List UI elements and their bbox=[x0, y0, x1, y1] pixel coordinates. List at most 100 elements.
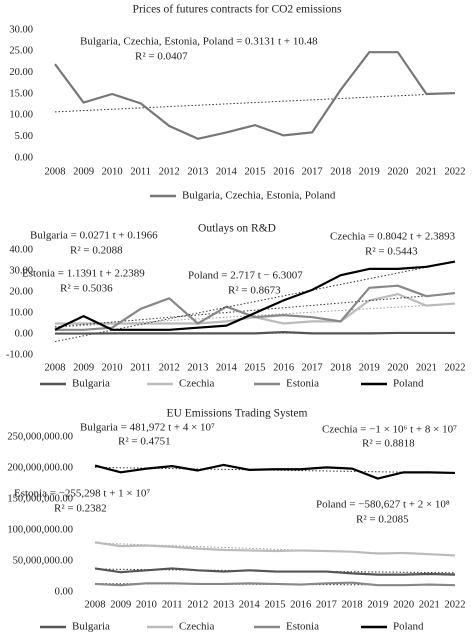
legend-label: Czechia bbox=[179, 378, 215, 390]
annotation: Czechia = 0.8042 t + 2.3893 bbox=[330, 231, 456, 243]
annotation: Czechia = −1 × 10⁶ t + 8 × 10⁷ bbox=[322, 424, 457, 436]
x-tick-label: 2020 bbox=[393, 599, 414, 610]
y-tick-label: 10.00 bbox=[9, 307, 33, 318]
x-tick-label: 2022 bbox=[445, 166, 466, 177]
x-tick-label: 2015 bbox=[265, 599, 286, 610]
x-tick-label: 2011 bbox=[162, 599, 183, 610]
x-tick-label: 2011 bbox=[130, 362, 151, 373]
annotation: R² = 0.2085 bbox=[356, 514, 409, 526]
y-tick-label: 5.00 bbox=[15, 131, 33, 142]
x-tick-label: 2010 bbox=[102, 362, 123, 373]
annotation: Bulgaria, Czechia, Estonia, Poland = 0.3… bbox=[80, 36, 318, 48]
x-tick-label: 2019 bbox=[359, 362, 380, 373]
series-line bbox=[94, 541, 456, 557]
x-tick-label: 2019 bbox=[367, 599, 388, 610]
y-tick-label: 0.00 bbox=[15, 152, 33, 163]
x-tick-label: 2022 bbox=[445, 599, 466, 610]
x-tick-label: 2022 bbox=[445, 362, 466, 373]
x-tick-label: 2011 bbox=[130, 166, 151, 177]
x-tick-label: 2016 bbox=[273, 362, 294, 373]
series-line bbox=[55, 284, 456, 331]
x-tick-label: 2020 bbox=[387, 362, 408, 373]
x-tick-label: 2012 bbox=[159, 362, 180, 373]
x-tick-label: 2010 bbox=[136, 599, 157, 610]
x-tick-label: 2010 bbox=[102, 166, 123, 177]
trend-line bbox=[54, 92, 456, 113]
y-tick-label: -10.00 bbox=[6, 349, 33, 360]
x-tick-label: 2017 bbox=[316, 599, 337, 610]
x-tick-label: 2019 bbox=[359, 166, 380, 177]
x-tick-label: 2014 bbox=[216, 362, 238, 373]
y-tick-label: 0.00 bbox=[55, 586, 73, 597]
series-line bbox=[55, 331, 455, 335]
x-tick-label: 2013 bbox=[213, 599, 234, 610]
x-tick-label: 2013 bbox=[187, 362, 208, 373]
chart-title: EU Emissions Trading System bbox=[167, 408, 308, 420]
legend-label: Bulgaria bbox=[72, 621, 110, 633]
y-tick-label: 250,000,000.00 bbox=[7, 431, 73, 442]
series-line bbox=[55, 293, 456, 325]
x-tick-label: 2008 bbox=[45, 362, 66, 373]
y-tick-label: 40.00 bbox=[9, 244, 33, 255]
y-tick-label: 15.00 bbox=[9, 88, 33, 99]
legend-label: Poland bbox=[393, 378, 424, 390]
x-tick-label: 2021 bbox=[419, 599, 440, 610]
y-tick-label: 30.00 bbox=[9, 24, 33, 35]
y-tick-label: 25.00 bbox=[9, 46, 33, 57]
annotation: Estonia = 1.1391 t + 2.2389 bbox=[22, 268, 145, 280]
x-tick-label: 2018 bbox=[330, 362, 351, 373]
x-tick-label: 2021 bbox=[416, 362, 437, 373]
y-tick-label: 20.00 bbox=[9, 67, 33, 78]
legend-label: Poland bbox=[393, 621, 424, 633]
chart-title: Outlays on R&D bbox=[198, 223, 276, 235]
x-tick-label: 2016 bbox=[290, 599, 311, 610]
annotation: R² = 0.5443 bbox=[365, 246, 418, 258]
trend-line bbox=[54, 261, 456, 343]
x-tick-label: 2014 bbox=[239, 599, 261, 610]
x-tick-label: 2009 bbox=[73, 166, 94, 177]
annotation: R² = 0.8673 bbox=[228, 285, 281, 297]
x-tick-label: 2009 bbox=[73, 362, 94, 373]
x-tick-label: 2018 bbox=[342, 599, 363, 610]
legend-label: Bulgaria bbox=[72, 378, 110, 390]
y-tick-label: 20.00 bbox=[9, 286, 33, 297]
annotation: Estonia = −255,298 t + 1 × 10⁷ bbox=[14, 488, 150, 500]
trend-line bbox=[54, 292, 456, 328]
x-tick-label: 2015 bbox=[245, 166, 266, 177]
x-tick-label: 2012 bbox=[159, 166, 180, 177]
series-line bbox=[94, 581, 456, 587]
x-tick-label: 2008 bbox=[45, 166, 66, 177]
x-tick-label: 2013 bbox=[187, 166, 208, 177]
annotation: R² = 0.8818 bbox=[362, 438, 415, 450]
y-tick-label: 50,000,000.00 bbox=[13, 555, 73, 566]
x-tick-label: 2021 bbox=[416, 166, 437, 177]
annotation: R² = 0.2382 bbox=[54, 503, 107, 515]
x-tick-label: 2008 bbox=[85, 599, 106, 610]
x-tick-label: 2016 bbox=[273, 166, 294, 177]
annotation: R² = 0.5036 bbox=[60, 283, 113, 295]
annotation: R² = 0.4751 bbox=[118, 436, 171, 448]
legend-label: Estonia bbox=[286, 378, 319, 390]
annotation: Bulgaria = 481,972 t + 4 × 10⁷ bbox=[80, 422, 215, 434]
series-line bbox=[54, 260, 456, 331]
y-tick-label: 200,000,000.00 bbox=[7, 462, 73, 473]
y-tick-label: 10.00 bbox=[9, 110, 33, 121]
legend-label: Estonia bbox=[286, 621, 319, 633]
series-line bbox=[94, 567, 456, 576]
annotation: R² = 0.2088 bbox=[70, 245, 123, 257]
x-tick-label: 2014 bbox=[216, 166, 238, 177]
annotation: R² = 0.0407 bbox=[135, 51, 188, 63]
legend-label: Czechia bbox=[179, 621, 215, 633]
chart-title: Prices of futures contracts for CO2 emis… bbox=[133, 4, 342, 16]
y-tick-label: 150,000,000.00 bbox=[7, 493, 73, 504]
x-tick-label: 2017 bbox=[302, 362, 323, 373]
y-tick-label: 0.00 bbox=[15, 328, 33, 339]
x-tick-label: 2018 bbox=[330, 166, 351, 177]
series-line bbox=[54, 51, 456, 140]
x-tick-label: 2012 bbox=[187, 599, 208, 610]
y-tick-label: 100,000,000.00 bbox=[7, 524, 73, 535]
annotation: Poland = −580,627 t + 2 × 10⁸ bbox=[316, 499, 450, 511]
y-tick-label: 30.00 bbox=[9, 265, 33, 276]
